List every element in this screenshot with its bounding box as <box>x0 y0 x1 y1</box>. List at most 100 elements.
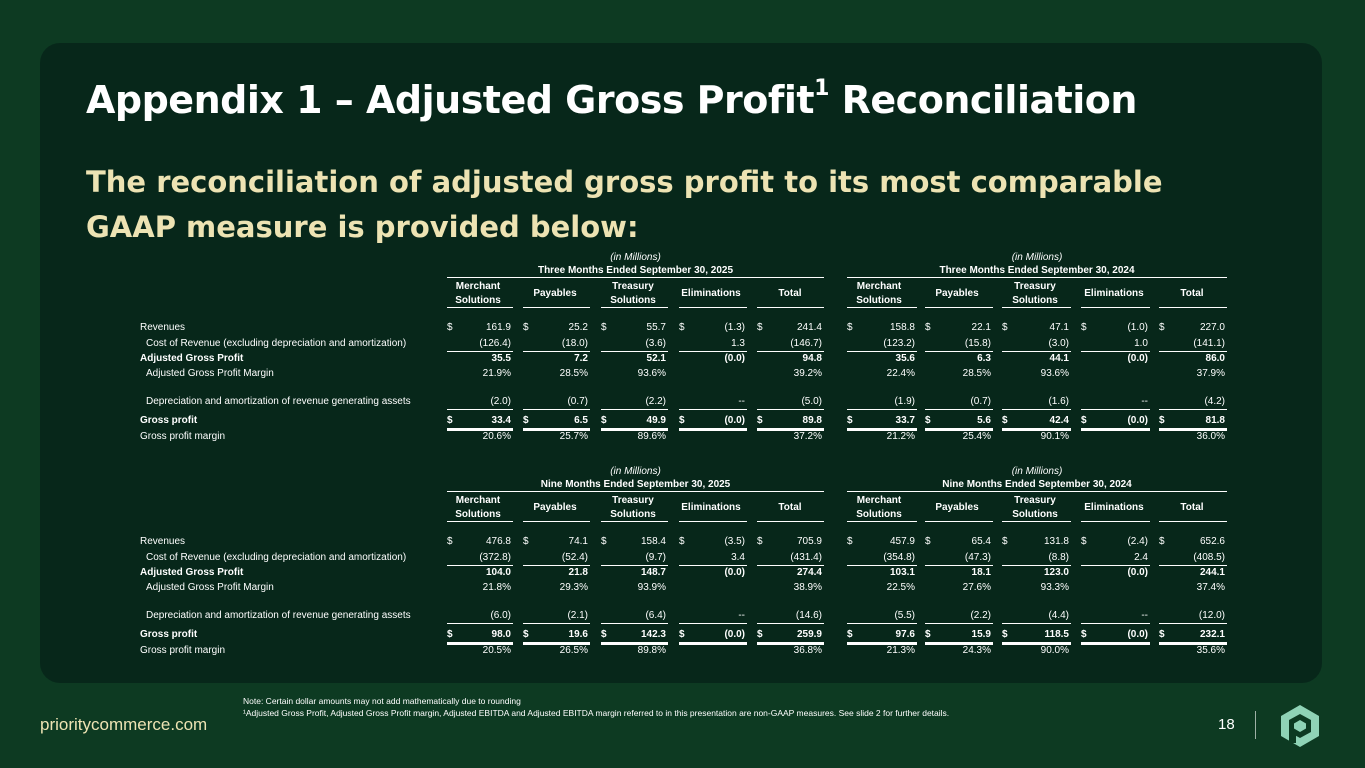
column-header: Total <box>1180 288 1204 299</box>
dollar-sign: $ <box>925 322 931 333</box>
table-cell: (0.0) <box>724 629 745 640</box>
table-cell: (3.0) <box>1048 338 1069 349</box>
row-label: Gross profit <box>140 629 198 640</box>
total-double-rule <box>1159 642 1227 645</box>
table-cell: (6.4) <box>645 610 666 621</box>
footnote-marker: 1 <box>814 76 829 101</box>
total-double-rule <box>1081 642 1150 645</box>
table-cell: 142.3 <box>640 629 666 640</box>
table-cell: (1.9) <box>894 396 915 407</box>
column-header: Total <box>778 502 802 513</box>
table-cell: (18.0) <box>561 338 588 349</box>
subtotal-rule <box>925 351 993 352</box>
table-cell: (372.8) <box>479 552 511 563</box>
table-cell: 1.3 <box>731 338 745 349</box>
dollar-sign: $ <box>447 415 453 426</box>
subtotal-rule <box>925 565 993 566</box>
subtotal-rule <box>1081 565 1150 566</box>
table-cell: 37.2% <box>793 431 822 442</box>
dollar-sign: $ <box>1081 629 1087 640</box>
table-cell: 5.6 <box>977 415 991 426</box>
table-cell: 28.5% <box>559 368 588 379</box>
table-three-months: (in Millions) Three Months Ended Septembe… <box>0 250 1365 460</box>
table-cell: 148.7 <box>640 567 666 578</box>
total-double-rule <box>757 642 824 645</box>
dollar-sign: $ <box>447 536 453 547</box>
table-cell: 49.9 <box>646 415 666 426</box>
table-cell: 21.8% <box>482 582 511 593</box>
dollar-sign: $ <box>601 322 607 333</box>
row-label: Adjusted Gross Profit <box>140 567 244 578</box>
table-cell: 28.5% <box>962 368 991 379</box>
table-cell: (8.8) <box>1048 552 1069 563</box>
table-cell: 476.8 <box>485 536 511 547</box>
column-header: Merchant Solutions <box>856 495 902 520</box>
table-cell: 44.1 <box>1049 353 1069 364</box>
column-header: Eliminations <box>1084 502 1144 513</box>
table-cell: (123.2) <box>883 338 915 349</box>
table-cell: 161.9 <box>485 322 511 333</box>
subtotal-rule <box>523 565 590 566</box>
header-underline <box>679 307 747 308</box>
table-cell: (3.6) <box>645 338 666 349</box>
table-cell: 259.9 <box>796 629 822 640</box>
table-cell: 232.1 <box>1199 629 1225 640</box>
dollar-sign: $ <box>1081 536 1087 547</box>
footer-url[interactable]: prioritycommerce.com <box>40 715 208 734</box>
table-cell: (4.2) <box>1204 396 1225 407</box>
dollar-sign: $ <box>1159 322 1165 333</box>
header-underline <box>757 521 824 522</box>
table-cell: -- <box>738 396 745 407</box>
table-cell: (5.5) <box>894 610 915 621</box>
content-panel <box>40 43 1322 683</box>
subtotal-rule <box>847 623 917 624</box>
dollar-sign: $ <box>757 629 763 640</box>
table-cell: 118.5 <box>1044 629 1069 640</box>
column-header: Eliminations <box>1084 288 1144 299</box>
table-cell: (4.4) <box>1048 610 1069 621</box>
header-underline <box>447 521 513 522</box>
table-cell: 26.5% <box>559 645 588 656</box>
table-cell: 6.3 <box>977 353 991 364</box>
table-cell: 37.9% <box>1196 368 1225 379</box>
dollar-sign: $ <box>679 322 685 333</box>
table-cell: (141.1) <box>1193 338 1225 349</box>
total-double-rule <box>1081 428 1150 431</box>
column-header: Payables <box>533 502 577 513</box>
dollar-sign: $ <box>1002 322 1008 333</box>
dollar-sign: $ <box>1081 415 1087 426</box>
subtotal-rule <box>925 623 993 624</box>
header-underline <box>847 307 917 308</box>
table-cell: 3.4 <box>731 552 745 563</box>
table-cell: 25.4% <box>962 431 991 442</box>
table-cell: 42.4 <box>1049 415 1069 426</box>
period-underline <box>847 277 1227 278</box>
dollar-sign: $ <box>447 629 453 640</box>
total-double-rule <box>679 428 747 431</box>
header-underline <box>1081 521 1150 522</box>
dollar-sign: $ <box>1159 629 1165 640</box>
subtotal-rule <box>1002 565 1071 566</box>
table-cell: 36.8% <box>793 645 822 656</box>
table-cell: (0.0) <box>1127 415 1148 426</box>
header-underline <box>523 521 590 522</box>
header-underline <box>847 521 917 522</box>
dollar-sign: $ <box>679 629 685 640</box>
table-cell: 93.6% <box>637 368 666 379</box>
subtotal-rule <box>757 565 824 566</box>
subtotal-rule <box>757 351 824 352</box>
table-cell: 81.8 <box>1205 415 1225 426</box>
table-cell: (12.0) <box>1198 610 1225 621</box>
row-label: Depreciation and amortization of revenue… <box>146 610 411 621</box>
total-double-rule <box>523 642 590 645</box>
table-cell: (1.3) <box>724 322 745 333</box>
dollar-sign: $ <box>523 322 529 333</box>
total-double-rule <box>1002 642 1071 645</box>
table-cell: 35.6 <box>895 353 915 364</box>
subtotal-rule <box>757 623 824 624</box>
table-cell: 97.6 <box>895 629 915 640</box>
total-double-rule <box>601 428 668 431</box>
dollar-sign: $ <box>1159 415 1165 426</box>
subtotal-rule <box>679 623 747 624</box>
row-label: Cost of Revenue (excluding depreciation … <box>146 338 407 349</box>
